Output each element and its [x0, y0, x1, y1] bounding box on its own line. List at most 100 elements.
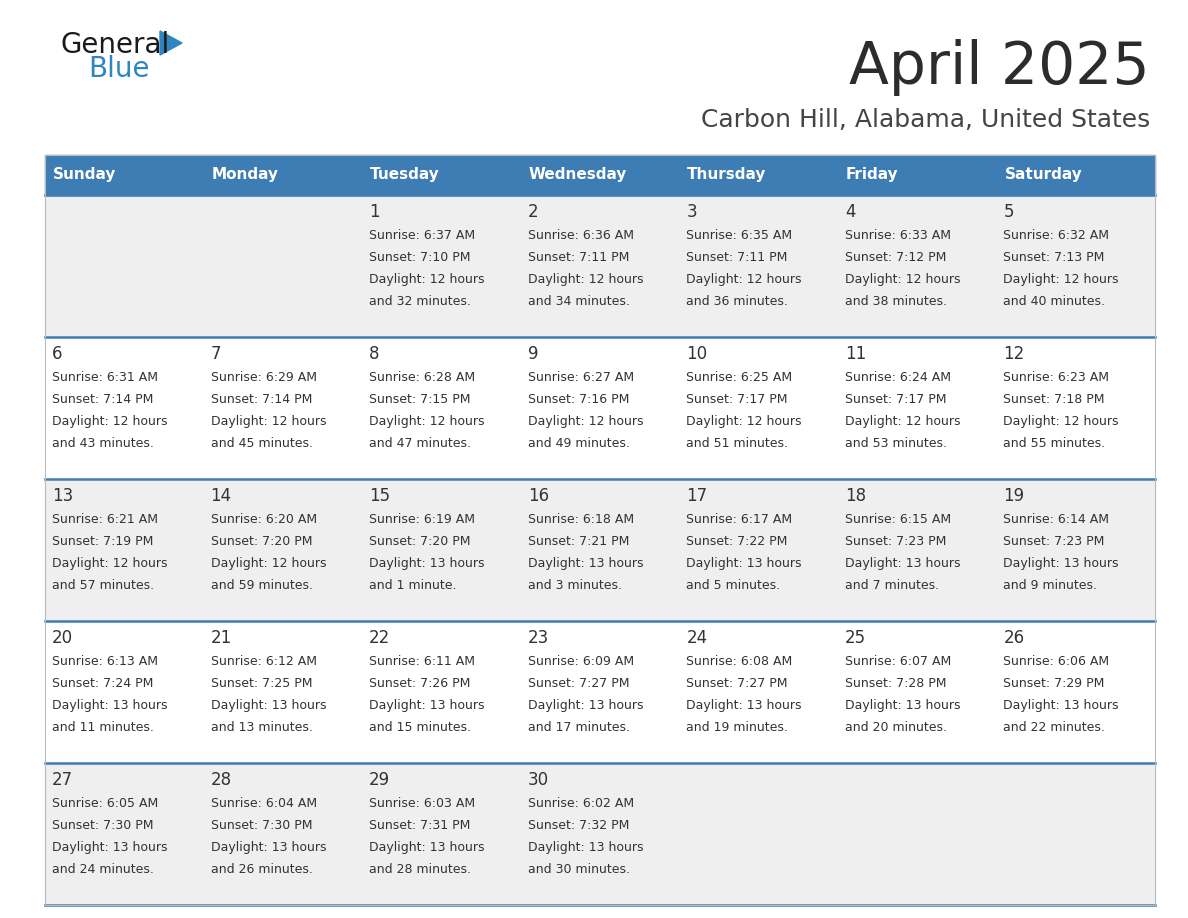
Text: Sunset: 7:30 PM: Sunset: 7:30 PM — [52, 819, 153, 832]
Text: Sunrise: 6:24 AM: Sunrise: 6:24 AM — [845, 371, 950, 384]
Text: 23: 23 — [527, 629, 549, 647]
Text: 29: 29 — [369, 771, 391, 789]
Text: 14: 14 — [210, 487, 232, 505]
Text: and 26 minutes.: and 26 minutes. — [210, 863, 312, 876]
Text: Daylight: 12 hours: Daylight: 12 hours — [52, 415, 168, 428]
Text: Sunrise: 6:27 AM: Sunrise: 6:27 AM — [527, 371, 634, 384]
Bar — [45, 337, 1155, 479]
Text: and 32 minutes.: and 32 minutes. — [369, 295, 470, 308]
Text: and 3 minutes.: and 3 minutes. — [527, 579, 621, 592]
Text: and 11 minutes.: and 11 minutes. — [52, 721, 154, 734]
Text: and 7 minutes.: and 7 minutes. — [845, 579, 939, 592]
Text: and 19 minutes.: and 19 minutes. — [687, 721, 788, 734]
Bar — [45, 155, 1155, 905]
Text: Daylight: 13 hours: Daylight: 13 hours — [210, 841, 326, 854]
Text: Sunset: 7:29 PM: Sunset: 7:29 PM — [1004, 677, 1105, 690]
Text: 15: 15 — [369, 487, 391, 505]
Text: Sunset: 7:11 PM: Sunset: 7:11 PM — [527, 251, 630, 264]
Text: and 9 minutes.: and 9 minutes. — [1004, 579, 1098, 592]
Text: Daylight: 12 hours: Daylight: 12 hours — [369, 415, 485, 428]
Text: Daylight: 12 hours: Daylight: 12 hours — [369, 273, 485, 286]
Text: Sunrise: 6:12 AM: Sunrise: 6:12 AM — [210, 655, 316, 668]
Text: 3: 3 — [687, 203, 697, 221]
Text: Friday: Friday — [846, 167, 898, 183]
Text: Sunrise: 6:29 AM: Sunrise: 6:29 AM — [210, 371, 316, 384]
Text: Sunrise: 6:14 AM: Sunrise: 6:14 AM — [1004, 513, 1110, 526]
Text: and 51 minutes.: and 51 minutes. — [687, 437, 789, 450]
Text: Sunset: 7:10 PM: Sunset: 7:10 PM — [369, 251, 470, 264]
Text: Sunset: 7:15 PM: Sunset: 7:15 PM — [369, 393, 470, 406]
Text: Daylight: 12 hours: Daylight: 12 hours — [845, 273, 960, 286]
Text: 30: 30 — [527, 771, 549, 789]
Text: Daylight: 12 hours: Daylight: 12 hours — [687, 415, 802, 428]
Text: Sunset: 7:28 PM: Sunset: 7:28 PM — [845, 677, 947, 690]
Text: Sunrise: 6:05 AM: Sunrise: 6:05 AM — [52, 797, 158, 810]
Text: and 49 minutes.: and 49 minutes. — [527, 437, 630, 450]
Text: Sunset: 7:26 PM: Sunset: 7:26 PM — [369, 677, 470, 690]
Text: Sunrise: 6:23 AM: Sunrise: 6:23 AM — [1004, 371, 1110, 384]
Text: Sunrise: 6:33 AM: Sunrise: 6:33 AM — [845, 229, 950, 242]
Text: 25: 25 — [845, 629, 866, 647]
Text: 26: 26 — [1004, 629, 1024, 647]
Text: Daylight: 13 hours: Daylight: 13 hours — [687, 699, 802, 712]
Text: 12: 12 — [1004, 345, 1025, 363]
Text: and 47 minutes.: and 47 minutes. — [369, 437, 472, 450]
Text: Sunrise: 6:18 AM: Sunrise: 6:18 AM — [527, 513, 634, 526]
Text: and 38 minutes.: and 38 minutes. — [845, 295, 947, 308]
Text: 13: 13 — [52, 487, 74, 505]
Text: Sunrise: 6:36 AM: Sunrise: 6:36 AM — [527, 229, 633, 242]
Text: 8: 8 — [369, 345, 380, 363]
Text: 19: 19 — [1004, 487, 1024, 505]
Text: and 53 minutes.: and 53 minutes. — [845, 437, 947, 450]
Text: 2: 2 — [527, 203, 538, 221]
Text: and 24 minutes.: and 24 minutes. — [52, 863, 154, 876]
Text: 17: 17 — [687, 487, 707, 505]
Text: Daylight: 12 hours: Daylight: 12 hours — [52, 557, 168, 570]
Text: Sunset: 7:23 PM: Sunset: 7:23 PM — [1004, 535, 1105, 548]
Text: Daylight: 12 hours: Daylight: 12 hours — [210, 415, 326, 428]
Text: Sunrise: 6:04 AM: Sunrise: 6:04 AM — [210, 797, 317, 810]
Text: Daylight: 13 hours: Daylight: 13 hours — [210, 699, 326, 712]
Text: and 59 minutes.: and 59 minutes. — [210, 579, 312, 592]
Text: 6: 6 — [52, 345, 63, 363]
Text: Daylight: 12 hours: Daylight: 12 hours — [845, 415, 960, 428]
Text: Daylight: 12 hours: Daylight: 12 hours — [1004, 273, 1119, 286]
Text: 18: 18 — [845, 487, 866, 505]
Text: and 36 minutes.: and 36 minutes. — [687, 295, 788, 308]
Bar — [45, 763, 1155, 905]
Text: Sunrise: 6:31 AM: Sunrise: 6:31 AM — [52, 371, 158, 384]
Text: Tuesday: Tuesday — [371, 167, 440, 183]
Text: and 5 minutes.: and 5 minutes. — [687, 579, 781, 592]
Text: Sunrise: 6:19 AM: Sunrise: 6:19 AM — [369, 513, 475, 526]
Text: and 15 minutes.: and 15 minutes. — [369, 721, 472, 734]
Bar — [45, 195, 1155, 337]
Text: Daylight: 13 hours: Daylight: 13 hours — [527, 841, 643, 854]
Text: Sunset: 7:20 PM: Sunset: 7:20 PM — [210, 535, 312, 548]
Text: Blue: Blue — [88, 55, 150, 83]
Text: Sunrise: 6:32 AM: Sunrise: 6:32 AM — [1004, 229, 1110, 242]
Text: 4: 4 — [845, 203, 855, 221]
Text: Sunset: 7:27 PM: Sunset: 7:27 PM — [687, 677, 788, 690]
Text: and 40 minutes.: and 40 minutes. — [1004, 295, 1105, 308]
Text: Sunset: 7:11 PM: Sunset: 7:11 PM — [687, 251, 788, 264]
Text: Daylight: 13 hours: Daylight: 13 hours — [369, 557, 485, 570]
Text: Wednesday: Wednesday — [529, 167, 627, 183]
Text: 11: 11 — [845, 345, 866, 363]
Text: and 28 minutes.: and 28 minutes. — [369, 863, 472, 876]
Text: Sunrise: 6:02 AM: Sunrise: 6:02 AM — [527, 797, 634, 810]
Text: Carbon Hill, Alabama, United States: Carbon Hill, Alabama, United States — [701, 108, 1150, 132]
Text: Sunrise: 6:25 AM: Sunrise: 6:25 AM — [687, 371, 792, 384]
Text: Sunset: 7:12 PM: Sunset: 7:12 PM — [845, 251, 946, 264]
Text: April 2025: April 2025 — [849, 39, 1150, 96]
Text: and 20 minutes.: and 20 minutes. — [845, 721, 947, 734]
Text: Sunrise: 6:35 AM: Sunrise: 6:35 AM — [687, 229, 792, 242]
Text: Daylight: 12 hours: Daylight: 12 hours — [527, 415, 643, 428]
Text: Sunrise: 6:13 AM: Sunrise: 6:13 AM — [52, 655, 158, 668]
Text: and 30 minutes.: and 30 minutes. — [527, 863, 630, 876]
Text: Sunrise: 6:20 AM: Sunrise: 6:20 AM — [210, 513, 317, 526]
Text: 21: 21 — [210, 629, 232, 647]
Text: Sunrise: 6:28 AM: Sunrise: 6:28 AM — [369, 371, 475, 384]
Text: Sunrise: 6:21 AM: Sunrise: 6:21 AM — [52, 513, 158, 526]
Text: Daylight: 13 hours: Daylight: 13 hours — [52, 699, 168, 712]
Text: Daylight: 13 hours: Daylight: 13 hours — [687, 557, 802, 570]
